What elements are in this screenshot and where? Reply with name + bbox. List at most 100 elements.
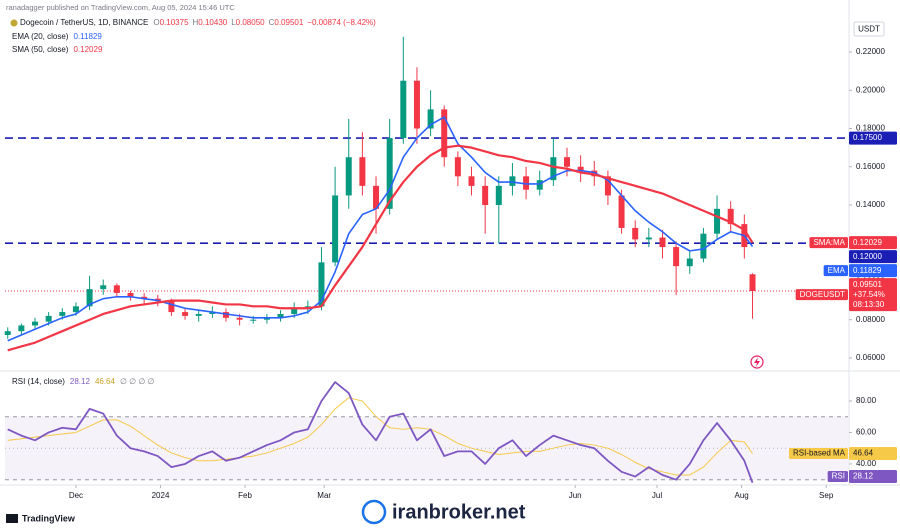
tag-name: EMA (828, 266, 846, 275)
candle-body (749, 274, 756, 292)
candle-body (222, 312, 229, 318)
candle-body (345, 157, 352, 196)
y-tick-label: 80.00 (856, 396, 877, 405)
candle-body (209, 312, 216, 314)
ohlc-key: O (153, 18, 159, 27)
candle-body (72, 306, 79, 313)
ohlc-key: L (231, 18, 236, 27)
footer-logo (6, 514, 18, 523)
candle-body (645, 237, 652, 240)
candle-body (182, 312, 189, 316)
candle-body (263, 317, 270, 320)
candle-body (291, 308, 298, 314)
legend-value: 28.12 (70, 377, 91, 386)
legend-name: RSI (14, close) (12, 377, 65, 386)
tag-name-box (827, 471, 848, 482)
ohlc-key: C (269, 18, 275, 27)
candle-body (632, 227, 639, 240)
tag-name-box (788, 447, 848, 459)
candle-body (673, 247, 680, 267)
legend-value: 0.12029 (73, 45, 102, 54)
candle-body (141, 296, 148, 299)
event-icon[interactable] (750, 355, 764, 369)
currency[interactable]: USDT (858, 25, 880, 34)
x-tick-label: Sep (819, 491, 834, 500)
candle-body (686, 258, 693, 267)
candle-body (577, 166, 584, 171)
axis-tag-label: 0.12029 (853, 238, 882, 247)
candle-body (714, 208, 721, 234)
candle-body (86, 289, 93, 307)
axis-tag-label: 0.09501 (853, 280, 882, 289)
candle-body (659, 237, 666, 248)
y-tick-label: 60.00 (856, 428, 877, 437)
x-tick-label: Dec (69, 491, 83, 500)
candle-body (386, 138, 393, 209)
candle-body (509, 176, 516, 186)
publisher: ranadagger published on TradingView.com,… (6, 3, 235, 12)
series-line (7, 144, 754, 352)
legend-value: 46.64 (95, 377, 116, 386)
candle-body (618, 195, 625, 228)
candle-body (45, 315, 52, 322)
candle-body (154, 298, 161, 301)
series-line (7, 381, 754, 483)
x-tick-label: Jul (652, 491, 662, 500)
axis-tag (849, 446, 897, 460)
series-line (7, 116, 754, 342)
candle-body (413, 80, 420, 129)
candle-body (550, 157, 557, 181)
ohlc-key: H (193, 18, 199, 27)
candle-body (427, 109, 434, 129)
candle-body (113, 285, 120, 293)
candle-body (468, 176, 475, 186)
candle-body (127, 292, 134, 297)
symbol-icon (10, 19, 18, 27)
y-tick-label: 0.06000 (856, 353, 885, 362)
x-tick-label: Aug (734, 491, 748, 500)
axis-tag-label: 46.64 (853, 449, 874, 458)
candle-body (454, 157, 461, 177)
legend-name: EMA (20, close) (12, 32, 69, 41)
tag-name-box (823, 265, 848, 277)
axis-tag-label: 08:13:30 (853, 300, 885, 309)
y-tick-label: 0.18000 (856, 124, 885, 133)
legend-main: Dogecoin / TetherUS, 1D, BINANCE O0.10375… (20, 18, 376, 27)
candle-body (32, 321, 39, 326)
tag-name: RSI-based MA (793, 449, 846, 458)
candle-body (564, 157, 570, 167)
tag-name: DOGEUSDT (800, 290, 845, 299)
y-tick-label: 40.00 (856, 459, 877, 468)
y-tick-label: 0.14000 (856, 200, 885, 209)
candle-body (727, 208, 734, 225)
change: −0.00874 (−8.42%) (307, 18, 376, 27)
candle-body (536, 180, 543, 190)
watermark: iranbroker.net (392, 501, 526, 523)
candle-body (441, 109, 448, 158)
legend-name: SMA (50, close) (12, 45, 69, 54)
tag-name-box (795, 289, 848, 301)
currency-box[interactable] (853, 21, 885, 37)
y-tick-label: 0.20000 (856, 85, 885, 94)
candle-body (700, 233, 707, 259)
axis-tag-label: 0.12000 (853, 252, 882, 261)
candle-body (482, 185, 489, 205)
candle-body (373, 185, 380, 209)
logo-mark (6, 514, 18, 523)
candle-body (4, 331, 11, 336)
candle-body (604, 176, 611, 196)
axis-tag (849, 131, 897, 145)
y-tick-label: 0.22000 (856, 47, 885, 56)
axis-tag (849, 264, 897, 278)
brand: TradingView (22, 513, 76, 523)
axis-tag-label: +37.54% (853, 290, 885, 299)
axis-tag-label: 0.17500 (853, 133, 882, 142)
candle-body (236, 317, 243, 320)
y-tick-label: 0.08000 (856, 315, 885, 324)
candle-body (523, 176, 530, 190)
candle-body (59, 312, 66, 316)
legend-rsi: RSI (14, close) 28.12 46.64 ∅ ∅ ∅ ∅ (12, 377, 155, 386)
watermark-icon (361, 499, 387, 525)
